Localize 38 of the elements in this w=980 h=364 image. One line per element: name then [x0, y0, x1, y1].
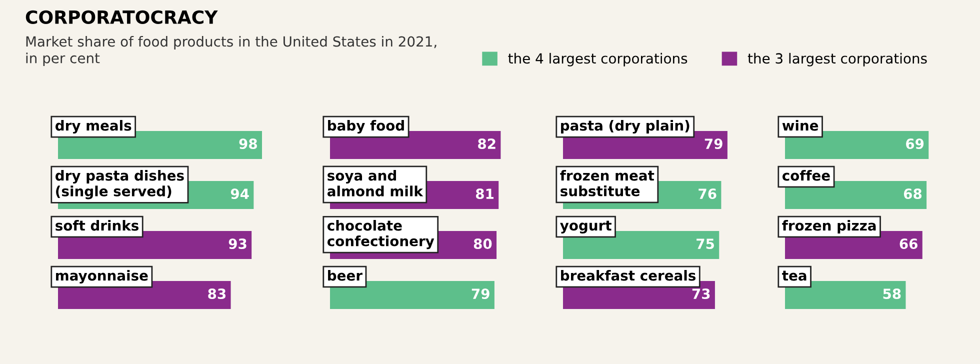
category-label: beer	[328, 270, 362, 281]
chart-title: CORPORATOCRACY	[26, 10, 218, 24]
data-label: 66	[900, 238, 918, 250]
data-label: 98	[239, 138, 257, 150]
data-label: 83	[208, 288, 226, 300]
category-label: dry meals	[56, 120, 132, 134]
legend-label: the 4 largest corporations	[508, 52, 688, 66]
data-label: 80	[474, 238, 492, 250]
data-label: 79	[472, 288, 490, 300]
category-label: dry pasta dishes (single served)	[56, 170, 184, 200]
data-label: 69	[906, 138, 924, 150]
data-label: 76	[698, 188, 716, 200]
category-label: coffee	[782, 170, 830, 181]
category-label: yogurt	[560, 220, 612, 234]
bar	[785, 131, 929, 159]
data-label: 73	[692, 288, 710, 300]
data-label: 58	[883, 288, 901, 300]
category-label: frozen meat substitute	[560, 170, 654, 196]
chart-subtitle: Market share of food products in the United States in 2021, in per cent	[26, 36, 436, 66]
legend-label: the 3 largest corporations	[748, 52, 927, 66]
data-label: 94	[230, 188, 249, 200]
category-label: wine	[782, 120, 818, 131]
data-label: 82	[478, 138, 496, 150]
category-label: chocolate confectionery	[327, 220, 434, 250]
data-label: 75	[696, 238, 714, 250]
data-label: 81	[476, 188, 494, 200]
data-label: 68	[904, 188, 922, 200]
data-label: 93	[228, 238, 246, 250]
data-label: 79	[704, 138, 722, 150]
category-label: soya and almond milk	[327, 170, 424, 196]
category-label: tea	[782, 270, 806, 281]
category-label: pasta (dry plain)	[561, 120, 690, 134]
category-label: soft drinks	[56, 220, 138, 231]
category-label: baby food	[328, 120, 404, 134]
category-label: frozen pizza	[782, 220, 876, 234]
category-label: mayonnaise	[56, 270, 148, 284]
bar	[785, 281, 906, 309]
category-label: breakfast cereals	[561, 270, 696, 281]
